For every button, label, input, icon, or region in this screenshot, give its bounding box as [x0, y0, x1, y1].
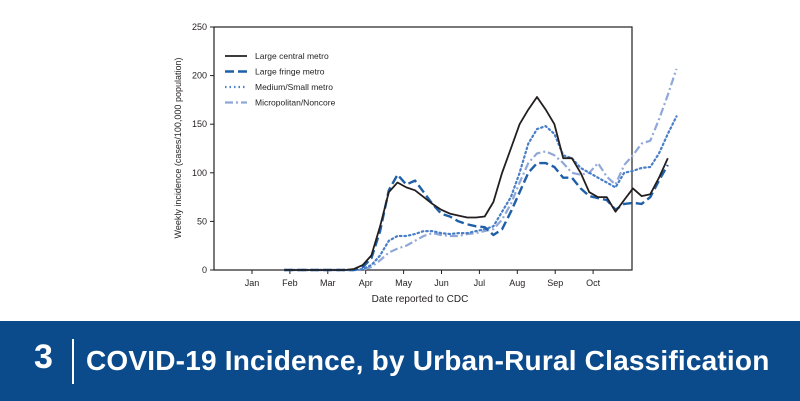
- banner-divider: [72, 339, 74, 384]
- x-tick-label: Jan: [245, 278, 260, 288]
- legend-label: Micropolitan/Noncore: [255, 98, 336, 108]
- x-tick-label: Apr: [359, 278, 373, 288]
- x-tick-label: Oct: [586, 278, 601, 288]
- banner-title: COVID-19 Incidence, by Urban-Rural Class…: [86, 345, 770, 376]
- figure-number: 3: [34, 338, 53, 376]
- y-tick-label: 200: [192, 71, 207, 81]
- x-tick-label: Aug: [509, 278, 525, 288]
- x-tick-label: May: [395, 278, 413, 288]
- x-tick-label: Mar: [320, 278, 336, 288]
- chart: 0 50 100 150 200 250 Jan Feb Mar Apr May Jun Jul Aug S…: [173, 22, 678, 305]
- y-tick-label: 50: [197, 216, 207, 226]
- x-tick-label: Jul: [474, 278, 486, 288]
- x-tick-label: Feb: [282, 278, 298, 288]
- series-group: [283, 68, 678, 272]
- legend: Large central metro Large fringe metro Med…: [225, 51, 336, 108]
- series-line-large-fringe-metro: [284, 161, 669, 272]
- y-tick-label: 250: [192, 22, 207, 32]
- plot-frame: [213, 26, 633, 271]
- axes: 0 50 100 150 200 250 Jan Feb Mar Apr May Jun Jul Aug S…: [192, 22, 633, 288]
- x-axis-label: Date reported to CDC: [372, 294, 469, 305]
- y-tick-label: 0: [202, 265, 207, 275]
- series-line-medium-small-metro: [283, 115, 678, 272]
- title-banner: 3 COVID-19 Incidence, by Urban-Rural Cla…: [0, 321, 800, 401]
- legend-label: Medium/Small metro: [255, 82, 333, 92]
- y-tick-label: 150: [192, 119, 207, 129]
- legend-label: Large fringe metro: [255, 67, 325, 77]
- y-axis-label: Weekly incidence (cases/100,000 populati…: [173, 58, 183, 239]
- series-line-large-central-metro: [284, 96, 669, 271]
- x-tick-label: Jun: [434, 278, 449, 288]
- y-tick-label: 100: [192, 168, 207, 178]
- legend-label: Large central metro: [255, 51, 329, 61]
- x-tick-label: Sep: [547, 278, 563, 288]
- series-line-micropolitan-noncore: [284, 68, 678, 272]
